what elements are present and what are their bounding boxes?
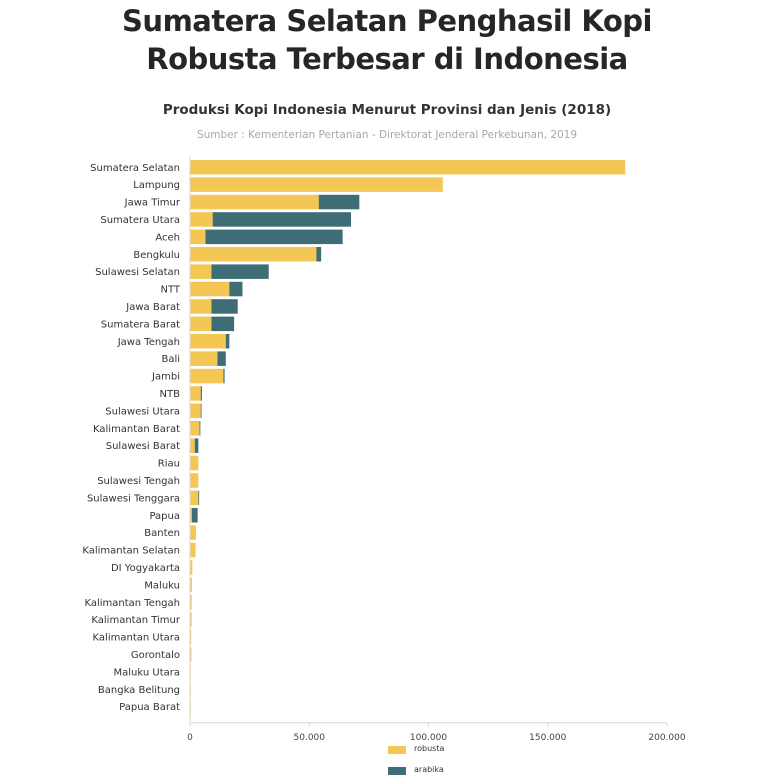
- category-label: Bengkulu: [133, 250, 180, 261]
- bar-robusta: [190, 421, 200, 436]
- category-label: Sumatera Utara: [100, 215, 180, 226]
- bar-robusta: [190, 525, 196, 540]
- bar-robusta: [190, 386, 201, 401]
- category-label: Jawa Timur: [124, 198, 181, 209]
- category-label: Jambi: [151, 372, 180, 383]
- bar-robusta: [190, 299, 212, 314]
- bar-arabika: [205, 229, 343, 245]
- category-label: Sumatera Selatan: [90, 163, 180, 174]
- headline-line-1: Sumatera Selatan Penghasil Kopi: [122, 4, 652, 38]
- bar-robusta: [190, 229, 206, 245]
- bar-arabika: [198, 490, 200, 506]
- category-label: Banten: [144, 528, 180, 539]
- bar-arabika: [217, 351, 226, 366]
- bar-robusta: [190, 542, 196, 558]
- bar-arabika: [200, 386, 202, 401]
- bar-robusta: [190, 647, 192, 662]
- category-label: Bali: [161, 354, 180, 365]
- category-label: Sulawesi Tenggara: [87, 493, 180, 504]
- bar-arabika: [211, 316, 235, 332]
- legend-swatch-robusta: [388, 746, 406, 754]
- bar-robusta: [190, 490, 199, 506]
- chart-source: Sumber : Kementerian Pertanian - Direkto…: [196, 129, 578, 141]
- x-tick-label: 100.000: [410, 733, 447, 743]
- bar-robusta: [190, 595, 192, 610]
- legend-label-robusta: robusta: [414, 744, 445, 753]
- x-tick-label: 0: [187, 733, 193, 743]
- category-label: Sulawesi Selatan: [95, 267, 180, 278]
- category-label: Kalimantan Barat: [93, 424, 180, 435]
- headline: Sumatera Selatan Penghasil Kopi Robusta …: [0, 2, 774, 78]
- bar-arabika: [194, 438, 199, 453]
- category-label: DI Yogyakarta: [111, 563, 180, 574]
- category-label: Maluku: [144, 580, 180, 591]
- bar-robusta: [190, 508, 192, 523]
- bar-robusta: [190, 160, 626, 175]
- bar-robusta: [190, 455, 199, 471]
- bar-robusta: [190, 281, 230, 297]
- bar-robusta: [190, 473, 199, 488]
- bar-arabika: [229, 281, 243, 297]
- category-label: Aceh: [155, 232, 180, 243]
- bar-robusta: [190, 194, 319, 210]
- bar-arabika: [191, 508, 198, 523]
- category-label: Sumatera Barat: [101, 319, 180, 330]
- bar-arabika: [211, 299, 238, 314]
- category-label: Kalimantan Tengah: [84, 598, 180, 609]
- category-label: Jawa Tengah: [117, 337, 180, 348]
- x-tick-label: 50.000: [294, 733, 326, 743]
- bar-robusta: [190, 316, 212, 332]
- bar-arabika: [199, 421, 201, 436]
- chart-title: Produksi Kopi Indonesia Menurut Provinsi…: [162, 102, 612, 118]
- category-label: Lampung: [133, 180, 180, 191]
- bar-robusta: [190, 438, 195, 453]
- category-label: Bangka Belitung: [98, 685, 180, 696]
- category-label: Gorontalo: [131, 650, 180, 661]
- category-label: Papua: [149, 511, 180, 522]
- category-label: Sulawesi Barat: [106, 441, 180, 452]
- category-label: NTT: [160, 285, 180, 296]
- category-label: Kalimantan Timur: [91, 615, 180, 626]
- bar-arabika: [211, 264, 269, 279]
- bar-arabika: [223, 368, 225, 384]
- bar-robusta: [190, 368, 224, 384]
- bar-arabika: [200, 403, 202, 419]
- bar-robusta: [190, 334, 226, 349]
- bar-robusta: [190, 577, 192, 593]
- bar-arabika: [318, 194, 360, 210]
- category-label: Kalimantan Selatan: [82, 546, 180, 557]
- bar-robusta: [190, 212, 213, 227]
- bar-arabika: [316, 247, 322, 262]
- legend-swatch-arabika: [388, 767, 406, 775]
- category-label: NTB: [160, 389, 181, 400]
- x-tick-label: 150.000: [529, 733, 566, 743]
- legend-label-arabika: arabika: [414, 765, 444, 774]
- category-label: Papua Barat: [119, 702, 180, 713]
- bar-robusta: [190, 629, 192, 645]
- category-label: Kalimantan Utara: [93, 633, 180, 644]
- bar-robusta: [190, 264, 212, 279]
- category-label: Sulawesi Tengah: [97, 476, 180, 487]
- bar-robusta: [190, 560, 193, 575]
- bar-robusta: [190, 351, 218, 366]
- bar-robusta: [190, 403, 201, 419]
- category-label: Sulawesi Utara: [105, 406, 180, 417]
- bar-robusta: [190, 612, 192, 627]
- bar-robusta: [190, 247, 317, 262]
- x-tick-label: 200.000: [648, 733, 685, 743]
- category-label: Maluku Utara: [114, 667, 180, 678]
- bar-arabika: [225, 334, 230, 349]
- category-label: Riau: [158, 459, 180, 470]
- category-label: Jawa Barat: [125, 302, 180, 313]
- bar-arabika: [212, 212, 351, 227]
- bar-robusta: [190, 177, 443, 192]
- headline-line-2: Robusta Terbesar di Indonesia: [146, 42, 628, 76]
